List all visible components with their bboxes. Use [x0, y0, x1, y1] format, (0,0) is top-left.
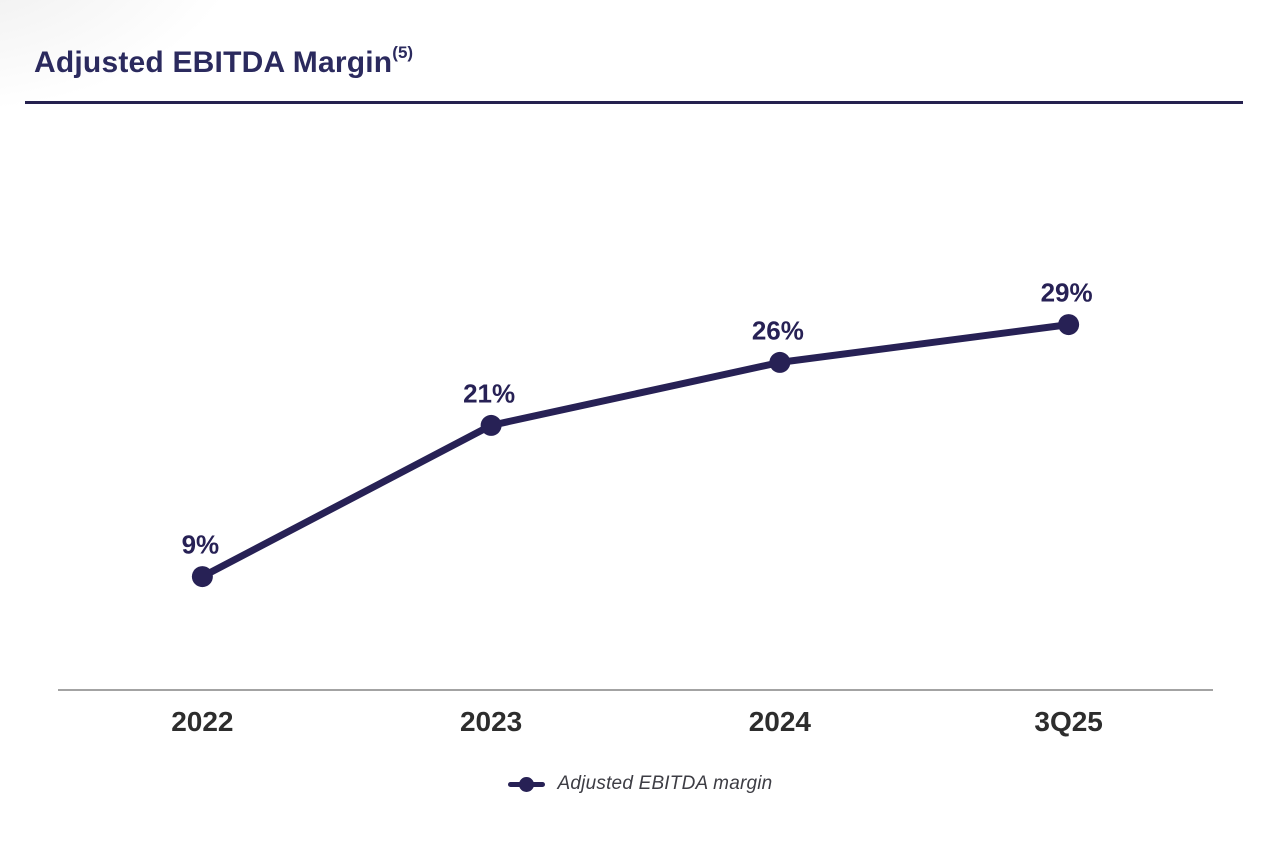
x-tick-label: 3Q25 — [1034, 706, 1103, 737]
data-label: 29% — [1041, 278, 1093, 308]
x-tick-label: 2023 — [460, 706, 522, 737]
chart-legend: Adjusted EBITDA margin — [0, 766, 1280, 802]
x-tick-label: 2024 — [749, 706, 812, 737]
data-label: 21% — [463, 378, 515, 408]
series-line — [198, 321, 1073, 581]
data-point-marker — [769, 351, 791, 373]
data-label: 26% — [752, 315, 804, 345]
data-point-marker — [480, 414, 502, 436]
title-underline — [25, 101, 1243, 104]
legend-dot — [518, 776, 534, 792]
x-tick-label: 2022 — [171, 706, 233, 737]
data-point-marker — [1058, 314, 1080, 336]
page-title-text: Adjusted EBITDA Margin — [34, 46, 393, 79]
page-title-footnote: (5) — [392, 43, 414, 62]
page-title: Adjusted EBITDA Margin(5) — [34, 43, 414, 79]
data-label: 9% — [182, 530, 220, 560]
legend-line-marker-icon — [507, 776, 545, 792]
data-point-marker — [191, 566, 213, 588]
legend-label: Adjusted EBITDA margin — [557, 773, 773, 794]
